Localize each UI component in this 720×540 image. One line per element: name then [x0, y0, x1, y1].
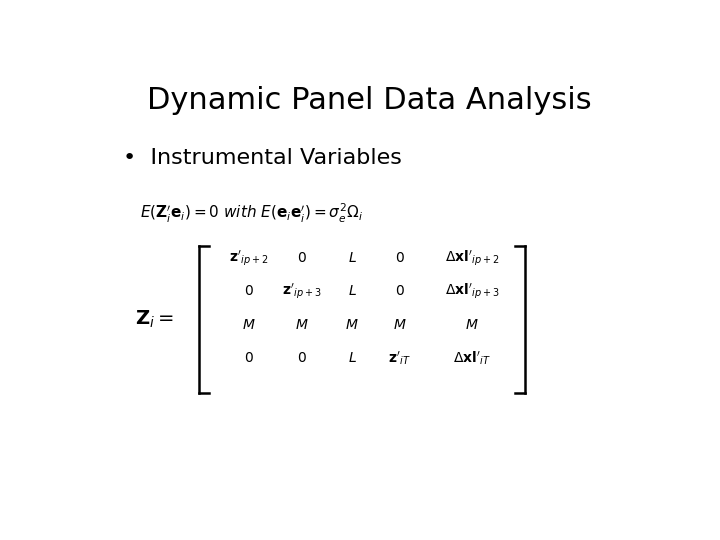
Text: $0$: $0$: [297, 251, 307, 265]
Text: $L$: $L$: [348, 285, 356, 299]
Text: $0$: $0$: [395, 251, 405, 265]
Text: $\Delta\mathbf{xl}'_{iT}$: $\Delta\mathbf{xl}'_{iT}$: [454, 349, 491, 367]
Text: $0$: $0$: [297, 351, 307, 365]
Text: Dynamic Panel Data Analysis: Dynamic Panel Data Analysis: [147, 85, 591, 114]
Text: $\mathbf{z}'_{ip+3}$: $\mathbf{z}'_{ip+3}$: [282, 282, 322, 301]
Text: $\mathbf{Z}_i =$: $\mathbf{Z}_i =$: [135, 309, 174, 330]
Text: •  Instrumental Variables: • Instrumental Variables: [124, 148, 402, 168]
Text: $0$: $0$: [244, 351, 254, 365]
Text: $M$: $M$: [393, 318, 407, 332]
Text: $L$: $L$: [348, 251, 356, 265]
Text: $\mathbf{z}'_{iT}$: $\mathbf{z}'_{iT}$: [388, 349, 411, 367]
Text: $\Delta\mathbf{xl}'_{ip+3}$: $\Delta\mathbf{xl}'_{ip+3}$: [445, 282, 500, 301]
Text: $0$: $0$: [244, 285, 254, 299]
Text: $M$: $M$: [242, 318, 256, 332]
Text: $E(\mathbf{Z}_i'\mathbf{e}_i) = 0\ \mathit{with}\ E(\mathbf{e}_i\mathbf{e}_i') =: $E(\mathbf{Z}_i'\mathbf{e}_i) = 0\ \math…: [140, 202, 364, 225]
Text: $M$: $M$: [465, 318, 479, 332]
Text: $0$: $0$: [395, 285, 405, 299]
Text: $\mathbf{z}'_{ip+2}$: $\mathbf{z}'_{ip+2}$: [229, 248, 269, 268]
Text: $M$: $M$: [346, 318, 359, 332]
Text: $\Delta\mathbf{xl}'_{ip+2}$: $\Delta\mathbf{xl}'_{ip+2}$: [445, 248, 500, 268]
Text: $M$: $M$: [295, 318, 309, 332]
Text: $L$: $L$: [348, 351, 356, 365]
